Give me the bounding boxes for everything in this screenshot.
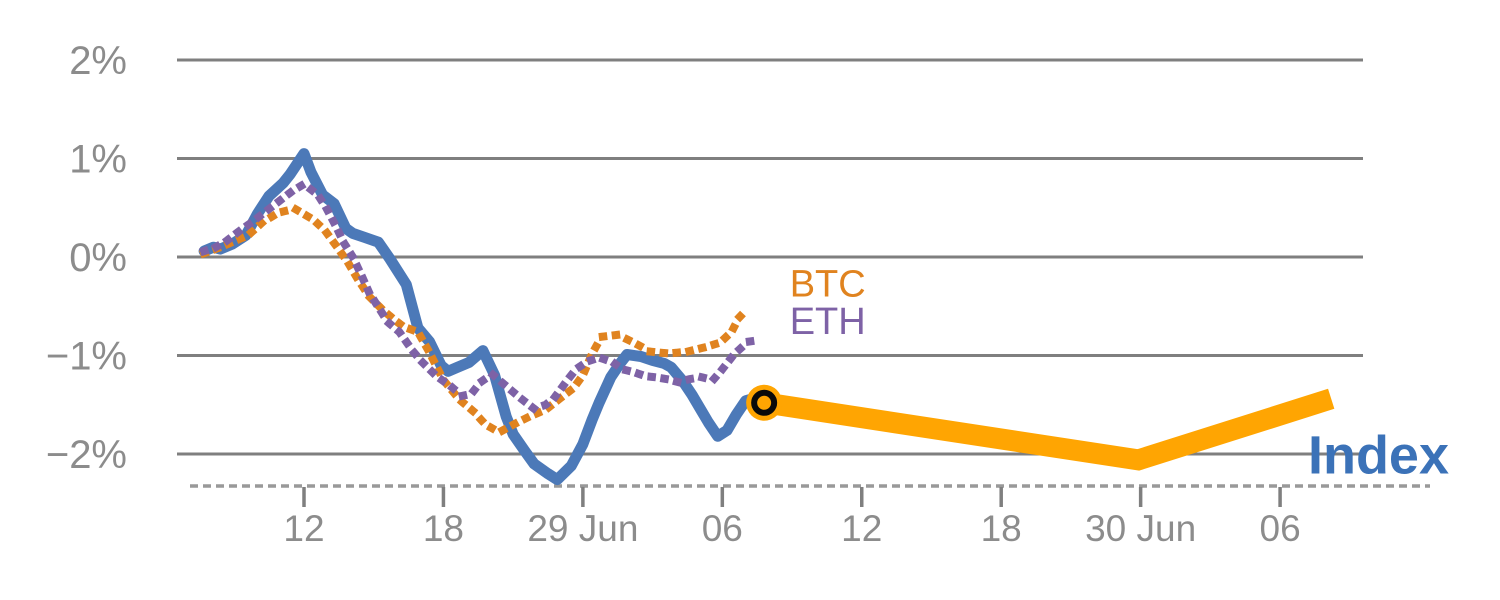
x-tick-label: 29 Jun (527, 508, 638, 549)
y-tick-label: 2% (69, 39, 127, 83)
y-tick-label: 1% (69, 138, 127, 182)
x-tick-label: 12 (283, 508, 324, 549)
btc-label: BTC (790, 263, 866, 305)
x-tick-label: 06 (1260, 508, 1301, 549)
y-tick-label: −1% (46, 335, 127, 379)
projection-start-marker-ring (751, 389, 778, 416)
series-line-eth (199, 180, 767, 413)
series-line-index (198, 148, 770, 486)
x-tick-label: 12 (841, 508, 882, 549)
x-tick-label: 06 (702, 508, 743, 549)
x-tick-label: 18 (423, 508, 464, 549)
x-tick-label: 18 (981, 508, 1022, 549)
x-tick-label: 30 Jun (1085, 508, 1196, 549)
y-tick-label: 0% (69, 236, 127, 280)
series-line-index-projection (762, 388, 1335, 471)
index-label: Index (1308, 426, 1449, 486)
series-line-btc (198, 204, 754, 437)
y-tick-label: −2% (46, 433, 127, 477)
eth-label: ETH (790, 301, 866, 343)
